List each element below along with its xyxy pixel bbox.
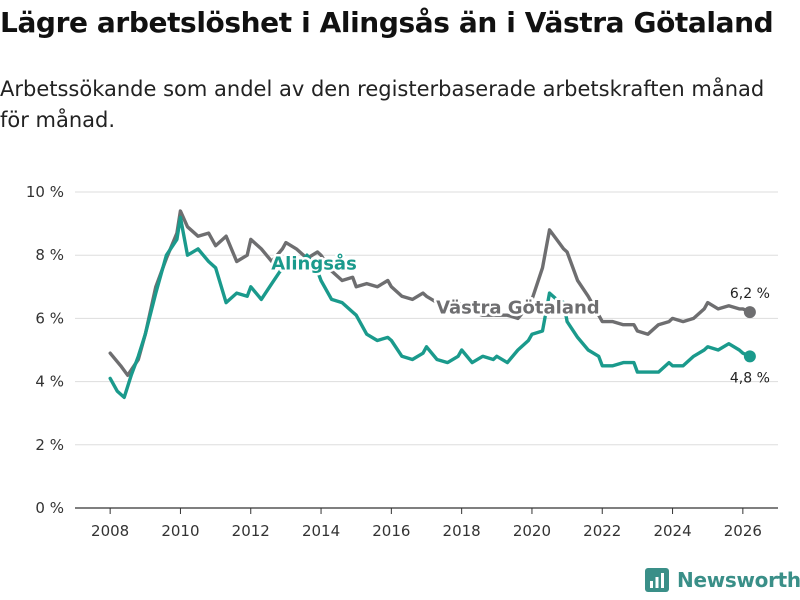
series-label-halo: Alingsås bbox=[271, 252, 357, 274]
x-tick-label: 2014 bbox=[302, 522, 340, 540]
y-tick-label: 0 % bbox=[35, 499, 64, 517]
vastra-gotaland-label: Västra Götaland bbox=[436, 298, 600, 319]
newsworthy-logo-icon bbox=[645, 568, 669, 592]
x-tick-label: 2024 bbox=[653, 522, 691, 540]
x-tick-label: 2022 bbox=[583, 522, 621, 540]
x-tick-label: 2026 bbox=[724, 522, 762, 540]
series bbox=[108, 209, 756, 400]
x-tick-label: 2010 bbox=[161, 522, 199, 540]
alingsas-end-point bbox=[743, 350, 756, 363]
x-tick-label: 2012 bbox=[232, 522, 270, 540]
alingsas-line bbox=[108, 215, 752, 400]
newsworthy-brand[interactable]: Newsworthy bbox=[645, 568, 800, 592]
y-tick-label: 10 % bbox=[26, 183, 64, 201]
x-tick-label: 2008 bbox=[91, 522, 129, 540]
alingsas-label: Alingsås bbox=[271, 252, 357, 274]
y-tick-label: 6 % bbox=[35, 309, 64, 327]
y-tick-label: 2 % bbox=[35, 436, 64, 454]
series-label-halo: Västra Götaland bbox=[436, 298, 600, 319]
axes: 0 % 2 % 4 % 6 % 8 % 10 % 2008 2010 2012 2014 2016 2… bbox=[26, 183, 762, 540]
vastra-gotaland-line bbox=[108, 209, 752, 377]
chart-title: Lägre arbetslöshet i Alingsås än i Västr… bbox=[0, 6, 774, 39]
gridlines bbox=[75, 191, 778, 509]
vastra-gotaland-end-value: 6,2 % bbox=[730, 286, 770, 302]
alingsas-end-value: 4,8 % bbox=[730, 370, 770, 386]
x-tick-label: 2016 bbox=[372, 522, 410, 540]
y-tick-label: 8 % bbox=[35, 246, 64, 264]
brand-name: Newsworthy bbox=[677, 568, 800, 592]
chart-subtitle: Arbetssökande som andel av den registerb… bbox=[0, 77, 765, 132]
x-tick-label: 2018 bbox=[443, 522, 481, 540]
x-tick-label: 2020 bbox=[513, 522, 551, 540]
y-tick-label: 4 % bbox=[35, 373, 64, 391]
vastra-gotaland-end-point bbox=[743, 306, 756, 319]
